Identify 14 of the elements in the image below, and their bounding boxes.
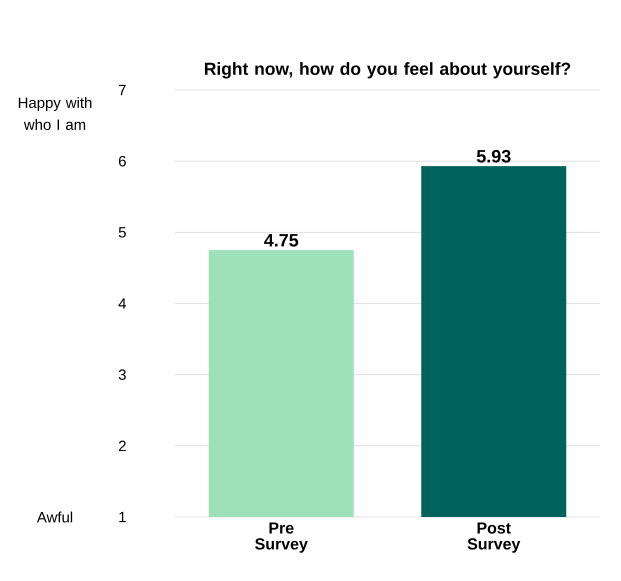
data-label: 5.93 [476, 150, 511, 163]
x-tick-label: Post Survey [468, 522, 520, 553]
y-tick-label: 7 [118, 84, 126, 96]
x-tick-label: Pre Survey [255, 522, 308, 553]
chart-title: Right now, how do you feel about yourself? [204, 62, 570, 78]
y-tick-label: 3 [118, 369, 126, 380]
y-tick-label: 4 [118, 298, 126, 309]
y-tick-label: 6 [118, 156, 126, 166]
y-tick-label: 2 [118, 440, 126, 452]
text: Awful [36, 512, 72, 522]
data-label: 4.75 [264, 234, 298, 247]
y-tick-label: 1 [119, 512, 126, 522]
text: Happy with who I am [18, 97, 92, 130]
y-tick-label: 5 [118, 227, 126, 238]
